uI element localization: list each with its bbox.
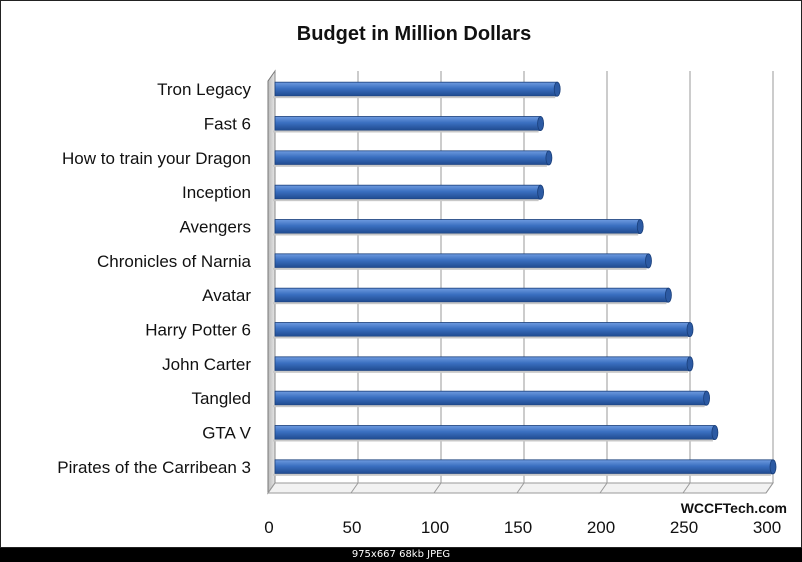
x-tick-label: 300 <box>753 518 781 537</box>
bar-body <box>274 322 691 337</box>
bar <box>273 116 544 133</box>
bar <box>273 150 553 167</box>
gridline-floor <box>433 482 442 494</box>
bar-body <box>274 287 669 303</box>
bar-shadow <box>273 130 539 133</box>
category-labels: Tron Legacy Fast 6 How to train your Drago… <box>57 80 251 477</box>
x-tick-labels: 0 50 100 150 200 250 300 <box>264 518 781 537</box>
x-tick-label: 250 <box>670 518 698 537</box>
bar-shadow <box>273 199 539 202</box>
left-wall <box>267 69 276 495</box>
bar-shadow <box>273 267 647 270</box>
bar-shadow <box>273 164 547 167</box>
gridline-floor <box>516 482 525 494</box>
bar-cap <box>686 356 694 372</box>
bar-shadow <box>273 405 705 408</box>
category-label: Avengers <box>179 218 251 237</box>
category-label: GTA V <box>202 424 251 443</box>
image-info-footer: 975x667 68kb JPEG <box>0 548 802 562</box>
bar-cap <box>703 390 710 406</box>
bar-cap <box>686 322 694 337</box>
bar-body <box>274 253 649 269</box>
bar-body <box>274 219 641 234</box>
bar-shadow <box>273 96 556 99</box>
bar-body <box>274 150 550 166</box>
bar <box>273 459 777 476</box>
x-tick-label: 100 <box>421 518 449 537</box>
category-label: John Carter <box>162 355 251 374</box>
bar-body <box>274 184 542 200</box>
category-label: Avatar <box>202 286 251 305</box>
x-tick-label: 0 <box>264 518 273 537</box>
bar <box>273 219 644 236</box>
bar <box>273 81 561 99</box>
bar-shadow <box>273 473 771 476</box>
bar-body <box>274 81 558 97</box>
gridlines <box>267 71 774 494</box>
category-label: Inception <box>182 183 251 202</box>
bar <box>273 356 694 373</box>
bar-cap <box>553 81 561 97</box>
category-label: Tron Legacy <box>157 80 251 99</box>
bars <box>273 81 777 476</box>
watermark-text: WCCFTech.com <box>681 500 787 516</box>
bar <box>273 184 544 202</box>
gridline-floor <box>599 482 608 494</box>
bar-cap <box>537 116 544 131</box>
chart-frame: Budget in Million Dollars Tron Legacy Fas… <box>0 0 802 548</box>
bar-body <box>274 390 708 406</box>
bar-cap <box>636 219 644 234</box>
bar-body <box>274 116 542 131</box>
gridline-floor <box>267 482 276 494</box>
bar-body <box>274 356 691 372</box>
bar <box>273 390 710 408</box>
bar-cap <box>711 425 719 440</box>
bar <box>273 322 694 339</box>
bar-cap <box>769 459 777 475</box>
x-tick-label: 200 <box>587 518 615 537</box>
category-label: Harry Potter 6 <box>145 321 251 340</box>
bar <box>273 253 652 270</box>
bar-shadow <box>273 336 688 339</box>
bar-cap <box>545 150 553 166</box>
chart-title: Budget in Million Dollars <box>297 23 531 45</box>
bar-body <box>274 425 716 440</box>
bar-shadow <box>273 370 688 373</box>
gridline-floor <box>350 482 359 494</box>
gridline-floor <box>682 482 691 494</box>
x-tick-label: 50 <box>343 518 362 537</box>
gridline-floor <box>765 482 774 494</box>
bar-chart: Budget in Million Dollars Tron Legacy Fas… <box>57 23 787 537</box>
bar <box>273 287 672 305</box>
bar-cap <box>665 287 672 303</box>
bar-shadow <box>273 302 667 305</box>
category-label: Fast 6 <box>204 115 251 134</box>
category-label: Pirates of the Carribean 3 <box>57 458 251 477</box>
x-tick-label: 150 <box>504 518 532 537</box>
bar-shadow <box>273 439 713 442</box>
bar <box>273 425 719 442</box>
category-label: Tangled <box>191 389 251 408</box>
bar-cap <box>537 184 544 200</box>
bar-shadow <box>273 233 639 236</box>
bar-body <box>274 459 774 475</box>
category-label: How to train your Dragon <box>62 149 251 168</box>
category-label: Chronicles of Narnia <box>97 252 252 271</box>
bar-cap <box>645 253 652 269</box>
